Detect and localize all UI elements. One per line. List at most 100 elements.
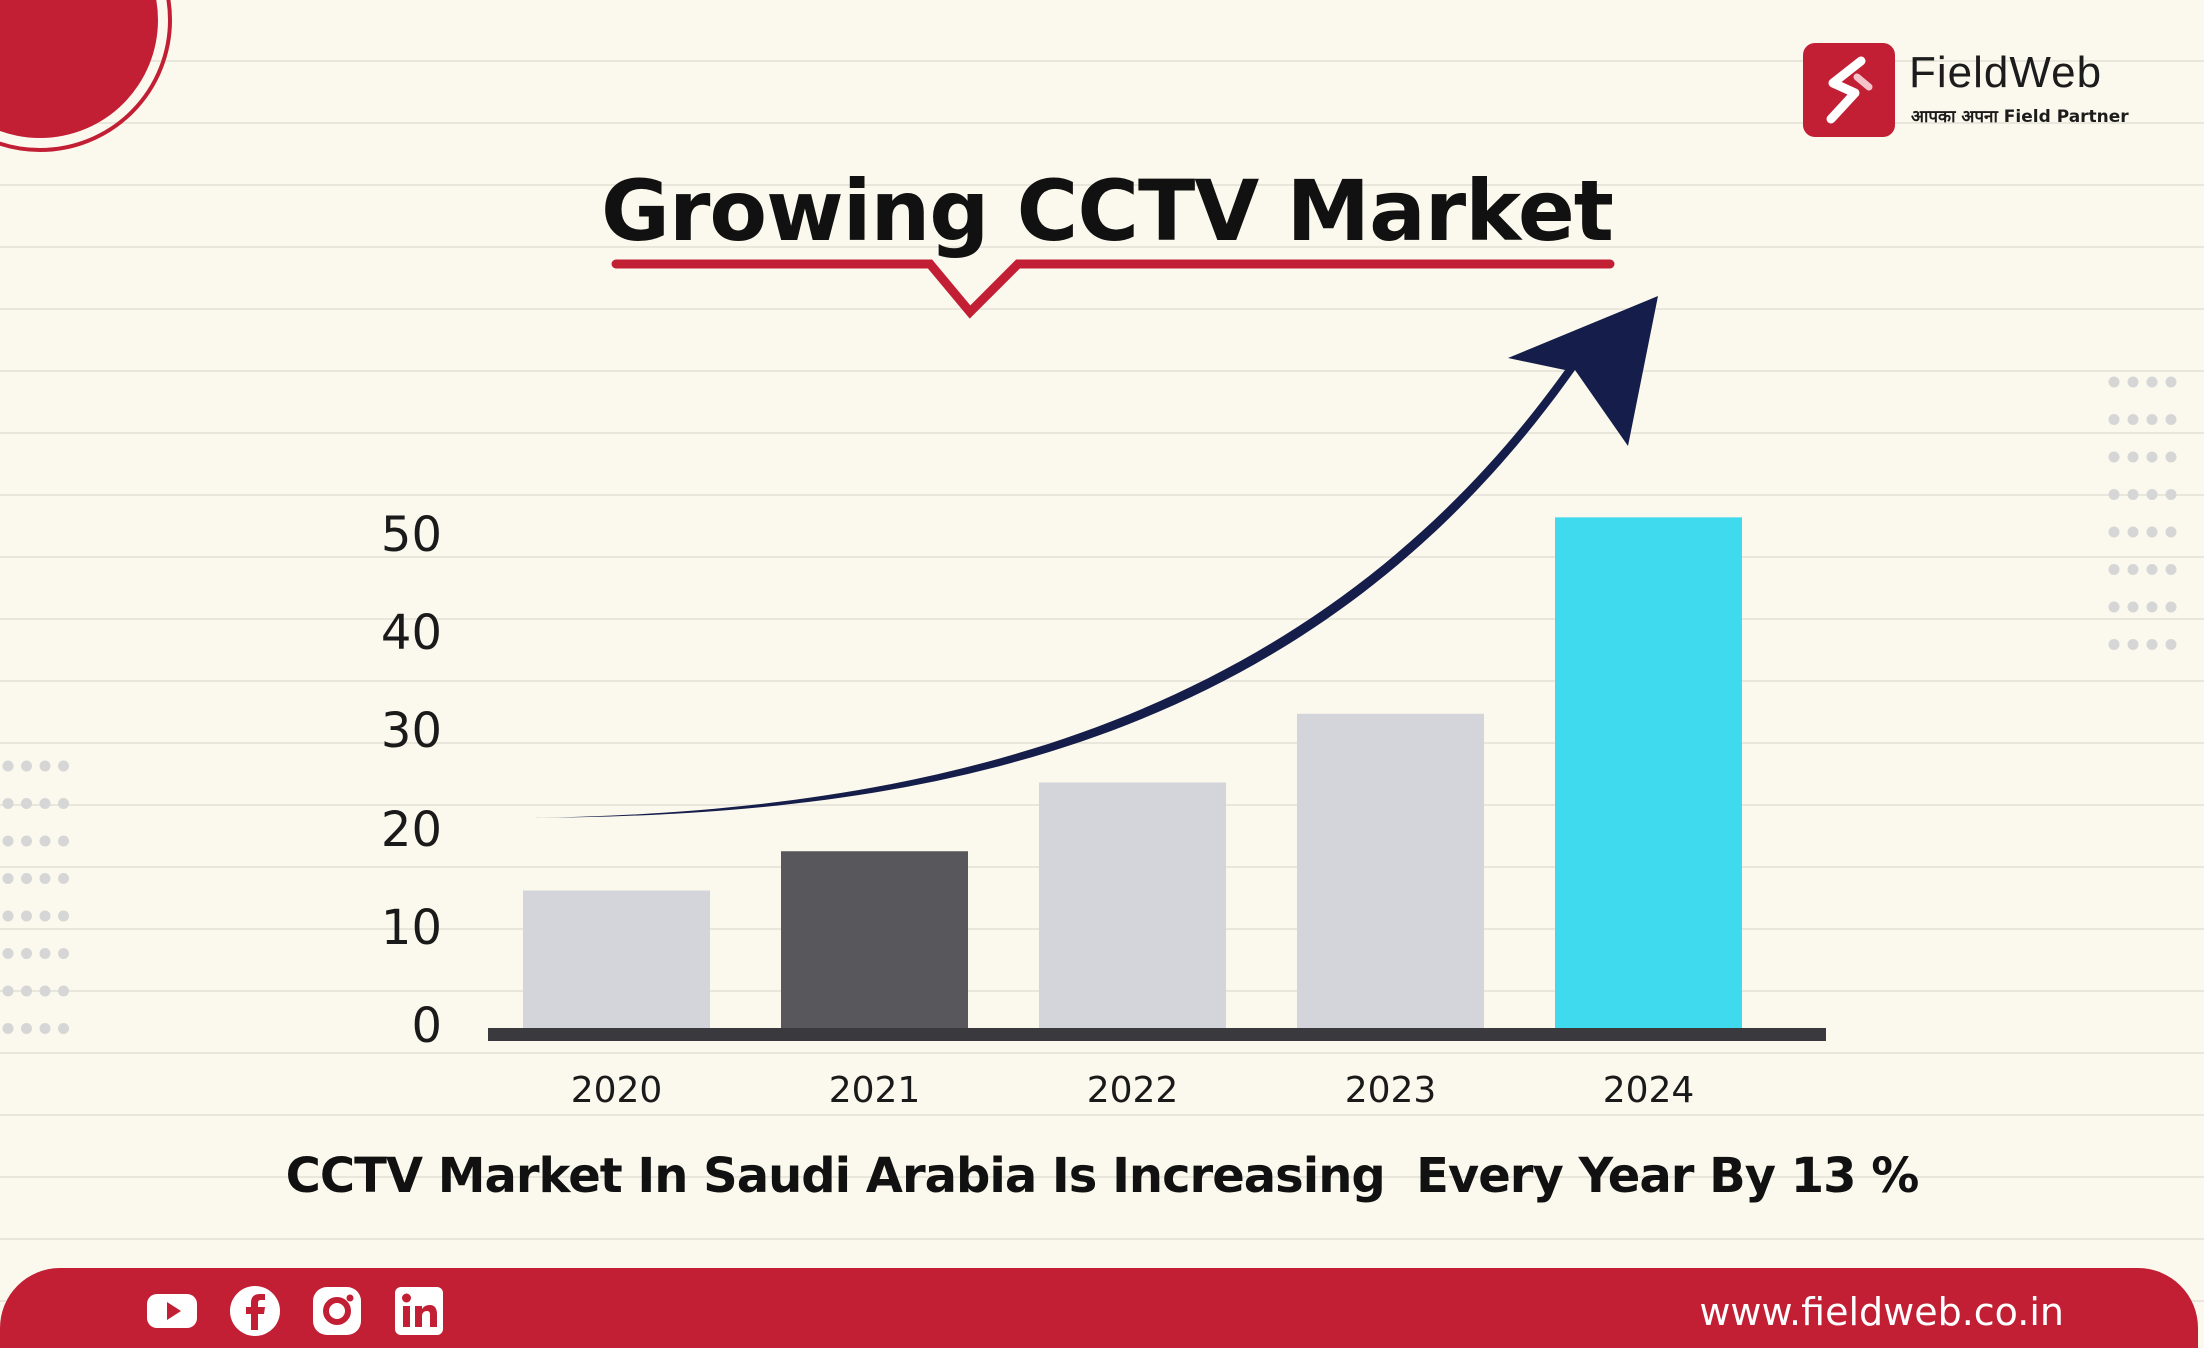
decor-dot: [2108, 639, 2120, 650]
decor-dot: [2165, 489, 2177, 500]
decor-dot: [2165, 564, 2177, 575]
decor-dot: [2165, 414, 2177, 425]
decor-dot: [39, 760, 51, 772]
decor-dot: [2127, 526, 2139, 538]
brand-name: FieldWeb: [1909, 48, 2103, 97]
youtube-icon[interactable]: [145, 1284, 199, 1338]
decor-dot: [2108, 414, 2120, 425]
decor-dot: [2146, 489, 2158, 500]
footer-bar: [0, 1268, 2198, 1348]
decor-dot: [2108, 376, 2120, 388]
brand-tagline: आपका अपना Field Partner: [1911, 107, 2129, 127]
y-tick-label: 20: [380, 801, 442, 858]
trend-arrow-icon: [532, 296, 1658, 818]
decor-dot: [58, 985, 69, 997]
y-tick-label: 40: [380, 605, 442, 662]
bar-2023: [1297, 713, 1484, 1028]
decor-dot: [2, 1023, 14, 1034]
x-tick-label: 2021: [828, 1070, 921, 1111]
bar-2022: [1039, 782, 1226, 1028]
decor-dot: [39, 798, 51, 809]
decor-dot: [2165, 376, 2177, 388]
decor-dot: [2, 910, 14, 922]
decor-dot: [2, 798, 14, 809]
x-tick-label: 2023: [1344, 1070, 1437, 1111]
decor-dot: [58, 1023, 69, 1034]
fieldweb-logo[interactable]: [1803, 43, 1895, 137]
decor-dot: [58, 760, 69, 772]
decor-dot: [2146, 601, 2158, 613]
decor-dot: [2127, 414, 2139, 425]
decor-dot: [21, 760, 32, 772]
bar-2024: [1555, 517, 1742, 1028]
decor-dot: [2127, 639, 2139, 650]
decor-dot: [58, 873, 69, 884]
x-tick-label: 2020: [570, 1070, 663, 1111]
decor-dot: [2108, 489, 2120, 500]
decor-dot: [21, 985, 32, 997]
decor-dot: [21, 798, 32, 809]
decor-dot: [2165, 451, 2177, 463]
decor-dot: [2165, 601, 2177, 613]
instagram-icon[interactable]: [310, 1284, 364, 1338]
decor-dot: [2, 835, 14, 847]
decor-dot: [2108, 601, 2120, 613]
decor-dot: [2, 873, 14, 884]
x-axis-baseline: [488, 1028, 1826, 1041]
decor-dot: [39, 985, 51, 997]
dot-pattern-right: [2108, 376, 2177, 650]
decor-dot: [21, 910, 32, 922]
x-tick-label: 2024: [1602, 1070, 1695, 1111]
decor-dot: [58, 798, 69, 809]
decor-dot: [2, 985, 14, 997]
decor-dot: [2146, 376, 2158, 388]
corner-circle-decoration: [0, 0, 172, 152]
decor-dot: [58, 948, 69, 959]
decor-dot: [21, 1023, 32, 1034]
decor-dot: [39, 948, 51, 959]
bar-2021: [781, 851, 968, 1028]
decor-dot: [2146, 639, 2158, 650]
decor-dot: [2146, 414, 2158, 425]
decor-dot: [58, 835, 69, 847]
decor-dot: [2127, 376, 2139, 388]
decor-dot: [21, 873, 32, 884]
title-underline: [611, 259, 1615, 319]
decor-dot: [39, 835, 51, 847]
decor-dot: [2108, 526, 2120, 538]
decor-dot: [39, 1023, 51, 1034]
decor-dot: [58, 910, 69, 922]
decor-dot: [2, 760, 14, 772]
decor-dot: [2165, 526, 2177, 538]
y-tick-label: 0: [411, 998, 442, 1054]
chart-caption: CCTV Market In Saudi Arabia Is Increasin…: [285, 1148, 1920, 1204]
website-link[interactable]: www.fieldweb.co.in: [1699, 1290, 2064, 1334]
decor-dot: [2127, 489, 2139, 500]
decor-dot: [2108, 564, 2120, 575]
bar-2020: [523, 890, 710, 1028]
decor-dot: [2146, 451, 2158, 463]
decor-dot: [2127, 564, 2139, 575]
decor-dot: [2146, 564, 2158, 575]
decor-dot: [39, 910, 51, 922]
decor-dot: [2165, 639, 2177, 650]
chart-title: Growing CCTV Market: [601, 162, 1614, 260]
decor-dot: [2146, 526, 2158, 538]
x-tick-label: 2022: [1086, 1070, 1179, 1111]
y-tick-label: 30: [380, 703, 442, 760]
lightning-logo-icon: [1826, 56, 1873, 124]
facebook-icon[interactable]: [228, 1284, 282, 1338]
decor-dot: [2127, 451, 2139, 463]
decor-dot: [2127, 601, 2139, 613]
decor-dot: [2108, 451, 2120, 463]
decor-dot: [21, 835, 32, 847]
y-tick-label: 10: [380, 899, 442, 956]
dot-pattern-left: [2, 760, 69, 1034]
linkedin-icon[interactable]: [392, 1284, 446, 1338]
decor-dot: [39, 873, 51, 884]
chart-title-wrap: Growing CCTV Market: [0, 162, 2204, 260]
y-tick-label: 50: [380, 507, 442, 563]
decor-dot: [2, 948, 14, 959]
